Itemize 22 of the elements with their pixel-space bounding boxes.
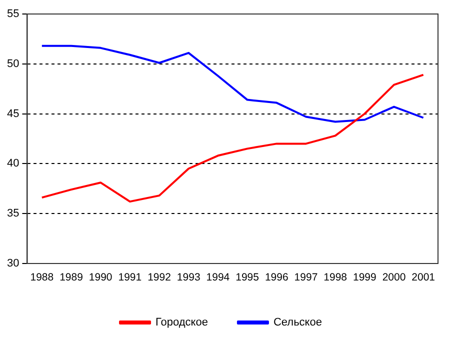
x-tick-label: 1992 (148, 272, 172, 284)
y-tick-label: 35 (6, 208, 20, 220)
x-tick-label: 1988 (30, 272, 54, 284)
x-tick-label: 1990 (88, 272, 112, 284)
y-tick-label: 45 (6, 108, 20, 120)
legend-label: Сельское (273, 316, 322, 329)
x-tick-label: 1994 (206, 272, 230, 284)
legend-label: Городское (156, 316, 208, 329)
x-tick-label: 2001 (412, 272, 436, 284)
y-tick-label: 50 (6, 58, 20, 70)
y-tick-label: 40 (6, 158, 20, 170)
x-tick-label: 1998 (324, 272, 348, 284)
x-tick-label: 1999 (352, 272, 376, 284)
x-tick-label: 1993 (176, 272, 200, 284)
x-tick-label: 1989 (60, 272, 84, 284)
x-tick-label: 1996 (264, 272, 288, 284)
y-tick-label: 30 (6, 257, 20, 270)
y-tick-label: 55 (6, 8, 20, 20)
x-tick-label: 1995 (236, 272, 260, 284)
x-tick-label: 2000 (382, 272, 406, 284)
x-tick-label: 1997 (294, 272, 318, 284)
x-tick-label: 1991 (118, 272, 142, 284)
